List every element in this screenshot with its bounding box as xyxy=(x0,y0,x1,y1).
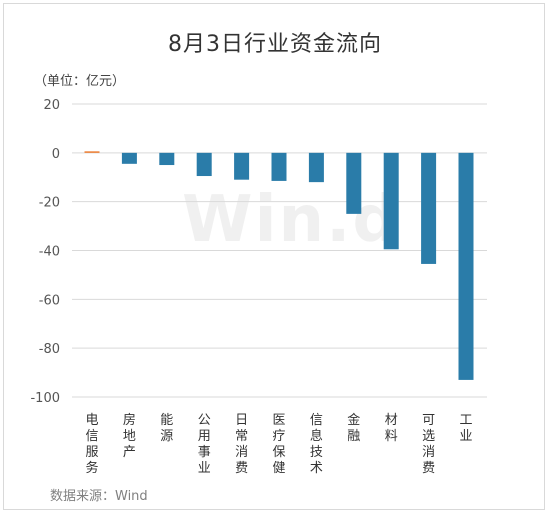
gridlines xyxy=(72,103,487,398)
category-label: 医疗保健 xyxy=(272,413,285,476)
bar xyxy=(121,152,137,164)
category-label: 房地产 xyxy=(123,412,136,460)
y-tick-label: -60 xyxy=(39,293,60,308)
y-tick-label: 0 xyxy=(52,147,60,162)
bar xyxy=(346,152,362,214)
bar xyxy=(421,152,437,264)
chart-title: 8月3日行业资金流向 xyxy=(168,32,382,57)
unit-label: （单位：亿元） xyxy=(34,74,126,89)
category-label: 能源 xyxy=(160,413,173,444)
bar xyxy=(458,152,474,380)
bar xyxy=(159,152,175,166)
bar xyxy=(196,152,212,177)
y-tick-label: -20 xyxy=(39,196,60,211)
category-label: 可选消费 xyxy=(422,413,435,476)
bar xyxy=(383,152,399,250)
bar xyxy=(234,152,250,180)
bar xyxy=(308,152,324,183)
wind-watermark: Win.d xyxy=(182,183,401,257)
y-tick-label: 20 xyxy=(43,98,60,113)
category-label: 材料 xyxy=(385,413,398,444)
category-label: 日常消费 xyxy=(235,413,248,476)
category-label: 公用事业 xyxy=(198,413,211,476)
y-tick-label: -100 xyxy=(30,391,60,406)
y-axis-ticks: 20 0 -20 -40 -60 -80 -100 xyxy=(30,98,60,406)
bars xyxy=(84,151,474,380)
bar xyxy=(271,152,287,181)
category-label: 金融 xyxy=(347,412,360,444)
y-tick-label: -40 xyxy=(39,245,60,260)
y-tick-label: -80 xyxy=(39,342,60,357)
source-label: 数据来源：Wind xyxy=(50,489,148,504)
category-label: 电信服务 xyxy=(85,413,98,476)
bar xyxy=(84,151,100,153)
category-label: 工业 xyxy=(459,413,472,444)
category-label: 信息技术 xyxy=(310,413,323,476)
chart-frame xyxy=(3,3,545,510)
